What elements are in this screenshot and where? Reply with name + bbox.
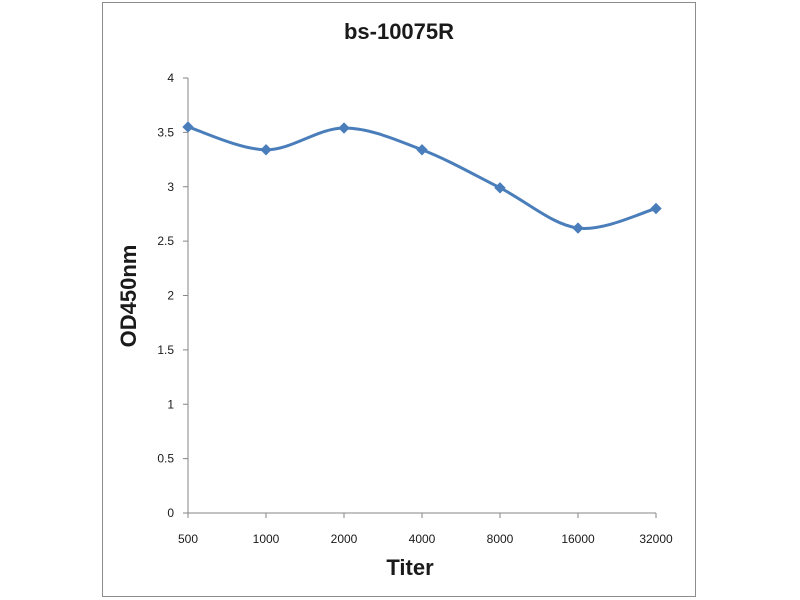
chart-title: bs-10075R: [344, 19, 454, 44]
data-point-marker: [338, 122, 350, 134]
data-point-marker: [572, 222, 584, 234]
x-tick-label: 500: [178, 532, 198, 546]
axes-layer: [187, 78, 656, 514]
series-line: [186, 125, 658, 230]
y-tick-label: 1.5: [157, 343, 174, 357]
x-tick-label: 1000: [253, 532, 280, 546]
y-tick-labels: 0 0.5 1 1.5 2 2.5 3 3.5 4: [157, 71, 188, 520]
series-layer: [182, 121, 662, 234]
y-tick-label: 3.5: [157, 125, 174, 139]
y-tick-label: 4: [167, 71, 174, 85]
data-point-marker: [650, 202, 662, 215]
x-tick-label: 8000: [487, 532, 514, 546]
chart-frame: [102, 2, 696, 597]
data-point-marker: [494, 182, 506, 194]
data-point-marker: [260, 144, 272, 156]
y-tick-label: 1: [167, 397, 174, 411]
x-tick-labels: 500 1000 2000 4000 8000 16000 32000: [178, 513, 673, 546]
y-tick-label: 2.5: [157, 234, 174, 248]
x-tick-label: 32000: [639, 532, 673, 546]
x-tick-label: 16000: [561, 532, 595, 546]
y-tick-label: 2: [167, 289, 174, 303]
x-tick-label: 2000: [331, 532, 358, 546]
y-tick-label: 3: [167, 180, 174, 194]
y-tick-label: 0.5: [157, 452, 174, 466]
x-tick-label: 4000: [409, 532, 436, 546]
y-axis-title: OD450nm: [116, 245, 141, 348]
x-axis-title: Titer: [386, 555, 434, 580]
data-point-marker: [182, 121, 194, 133]
data-point-marker: [416, 144, 428, 156]
y-tick-label: 0: [167, 506, 174, 520]
